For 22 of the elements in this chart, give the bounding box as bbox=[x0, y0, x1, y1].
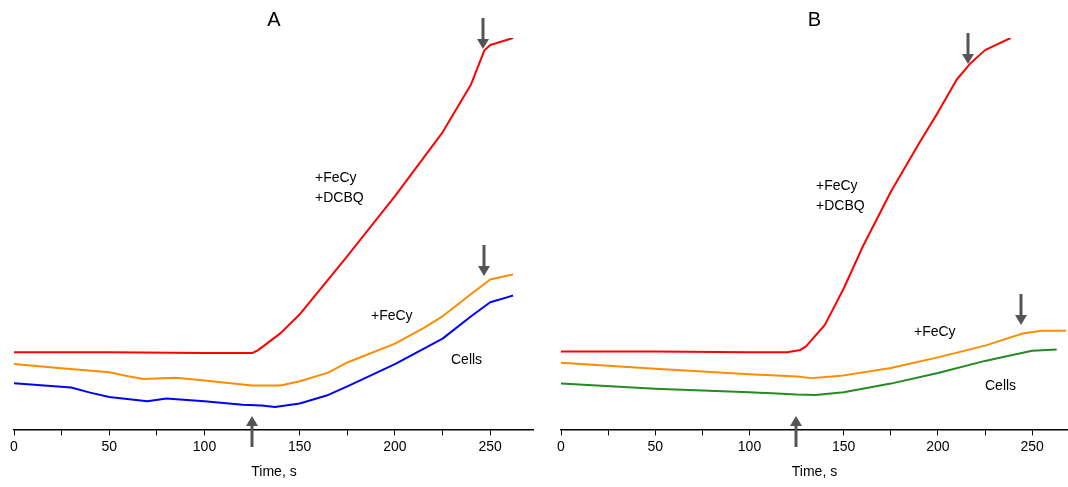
x-tick-label: 250 bbox=[1020, 437, 1045, 454]
x-tick-label: 150 bbox=[832, 437, 856, 454]
series-label: +FeCy +DCBQ bbox=[816, 176, 865, 213]
x-tick-label: 200 bbox=[383, 437, 407, 454]
x-tick-label: 250 bbox=[478, 437, 503, 454]
x-axis-title: Time, s bbox=[251, 463, 297, 480]
x-tick-label: 50 bbox=[101, 437, 118, 454]
x-tick-label: 0 bbox=[10, 437, 19, 454]
x-tick-label: 50 bbox=[647, 437, 664, 454]
x-tick-label: 100 bbox=[192, 437, 217, 454]
series-label: +FeCy +DCBQ bbox=[315, 168, 364, 205]
series-label: +FeCy bbox=[914, 322, 956, 339]
x-tick-label: 0 bbox=[557, 437, 566, 454]
chart-title: A bbox=[267, 7, 282, 30]
series-label: +FeCy bbox=[371, 306, 413, 323]
chart-title: B bbox=[807, 7, 822, 30]
x-axis-title: Time, s bbox=[791, 463, 838, 480]
series-label: Cells bbox=[451, 350, 483, 367]
x-tick-label: 150 bbox=[288, 437, 312, 454]
x-tick-label: 100 bbox=[737, 437, 762, 454]
x-tick-label: 200 bbox=[926, 437, 950, 454]
series-label: Cells bbox=[985, 376, 1017, 393]
